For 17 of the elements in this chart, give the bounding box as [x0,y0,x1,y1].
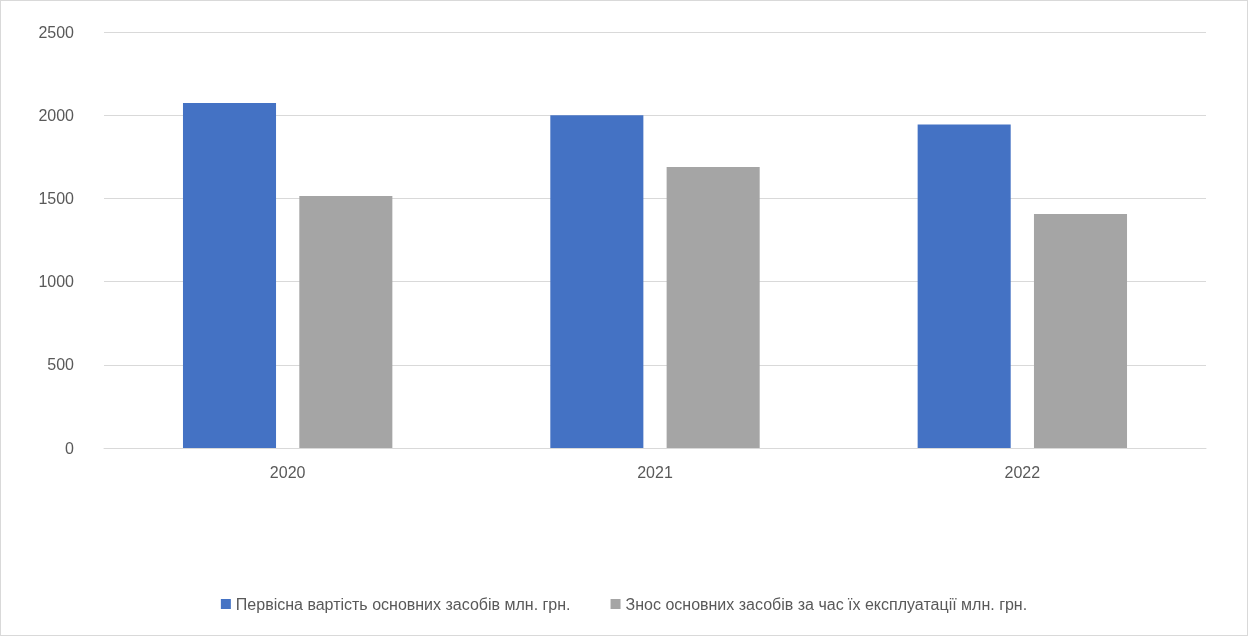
y-tick-label: 0 [65,439,75,457]
legend-label: Первісна вартість основних засобів млн. грн. [235,595,571,613]
y-tick-label: 1500 [38,189,75,207]
y-tick-label: 2500 [38,23,75,41]
bar [666,166,760,448]
x-tick-label: 2022 [1004,463,1041,481]
x-tick-label: 2021 [637,463,673,481]
y-tick-label: 500 [47,356,75,374]
y-tick-label: 1000 [38,273,75,291]
bar [182,103,277,448]
bar [299,196,393,448]
x-tick-label: 2020 [269,463,306,481]
bar [1033,213,1128,448]
y-tick-label: 2000 [38,106,75,124]
bar [917,124,1011,448]
legend-label: Знос основних засобів за час їх експлуатації млн. грн. [625,595,1028,613]
bar [550,115,644,448]
